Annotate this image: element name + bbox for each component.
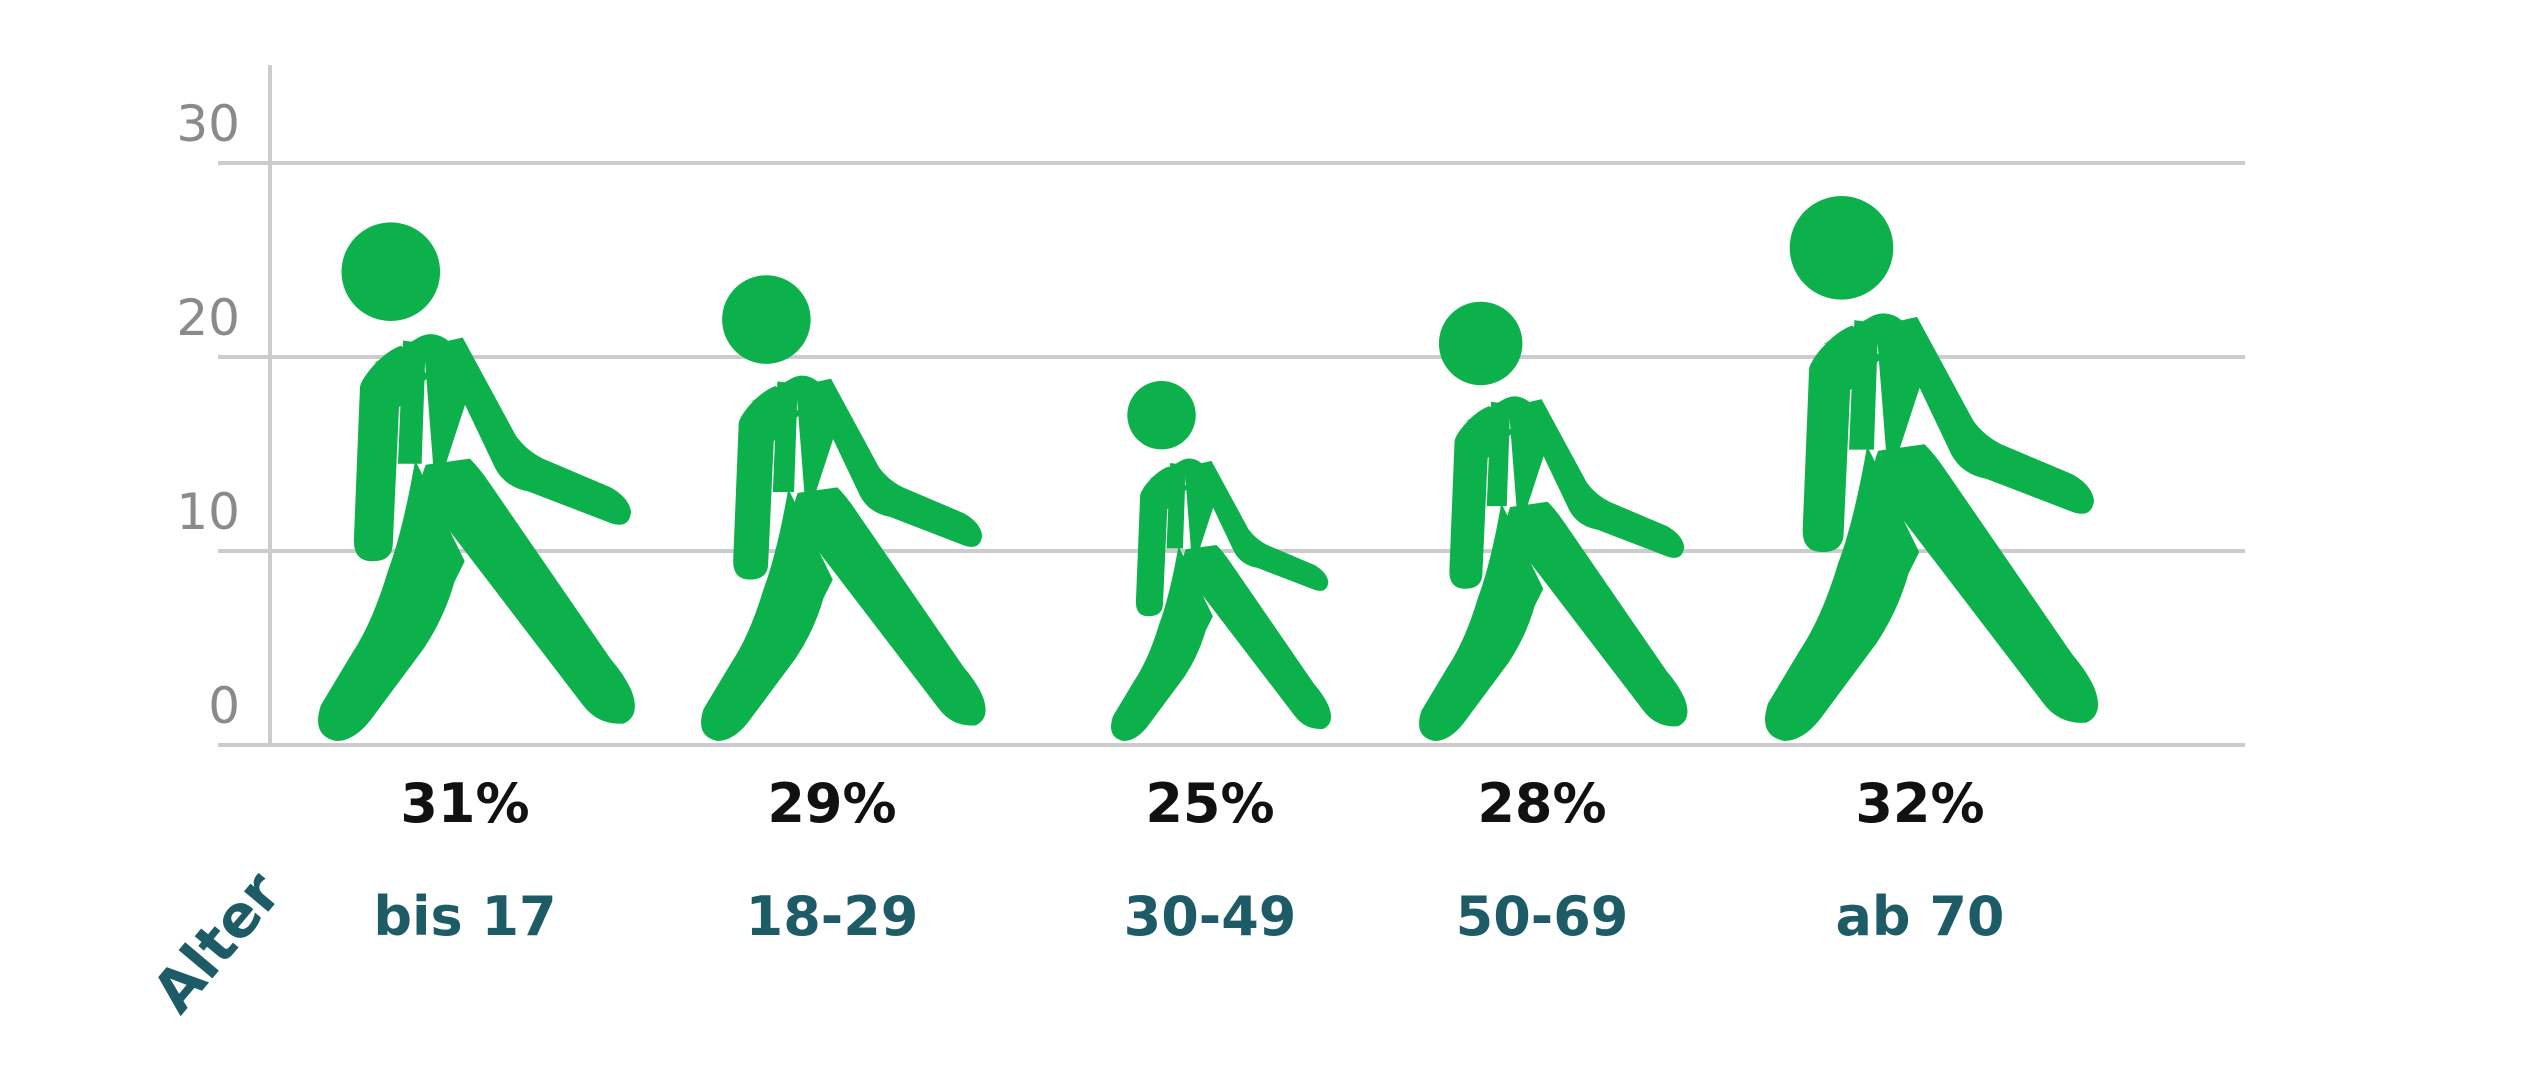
category-label: ab 70 (1835, 885, 2004, 948)
value-label: 25% (1145, 772, 1274, 835)
walking-person-icon (1419, 301, 1688, 742)
value-label: 29% (767, 772, 896, 835)
walking-person-icon (1765, 196, 2099, 741)
value-label: 28% (1477, 772, 1606, 835)
walking-person-icon (318, 222, 635, 741)
y-tick-label: 10 (176, 483, 240, 541)
y-tick-label: 20 (176, 289, 240, 347)
value-label: 31% (400, 772, 529, 835)
value-label: 32% (1855, 772, 1984, 835)
category-label: 30-49 (1124, 885, 1297, 948)
y-tick-label: 30 (176, 95, 240, 153)
value-labels: 31% 29% 25% 28% 32% (400, 772, 1984, 835)
category-label: 18-29 (746, 885, 919, 948)
category-label: 50-69 (1456, 885, 1629, 948)
category-labels: bis 17 18-29 30-49 50-69 ab 70 (373, 885, 2004, 948)
walking-person-icon (1111, 381, 1331, 741)
x-axis-title: Alter (139, 859, 294, 1026)
walking-person-marks (318, 196, 2099, 742)
y-tick-label: 0 (208, 677, 240, 735)
walking-person-icon (701, 275, 986, 741)
y-axis-ticks: 0 10 20 30 (176, 95, 240, 735)
category-label: bis 17 (373, 885, 556, 948)
